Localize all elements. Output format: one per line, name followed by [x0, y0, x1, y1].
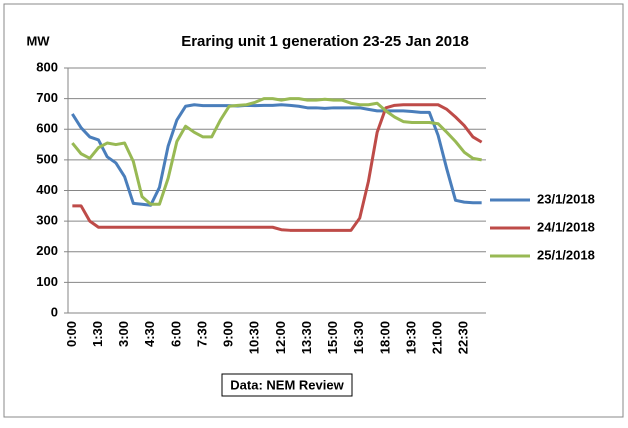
y-tick-label: 700 [36, 90, 58, 105]
chart-title: Eraring unit 1 generation 23-25 Jan 2018 [181, 33, 469, 50]
x-tick-label: 15:00 [325, 321, 340, 354]
x-tick-label: 13:30 [299, 321, 314, 354]
x-tick-label: 6:00 [168, 321, 183, 347]
y-tick-label: 0 [51, 304, 58, 319]
y-tick-label: 200 [36, 243, 58, 258]
legend-label: 25/1/2018 [537, 247, 595, 262]
x-tick-label: 21:00 [430, 321, 445, 354]
x-tick-label: 1:30 [90, 321, 105, 347]
x-tick-label: 12:00 [273, 321, 288, 354]
frame [3, 3, 624, 418]
series-line [71, 97, 482, 206]
x-tick-label: 9:00 [221, 321, 236, 347]
y-tick-label: 500 [36, 151, 58, 166]
legend-label: 23/1/2018 [537, 191, 595, 206]
x-tick-label: 16:30 [351, 321, 366, 354]
y-tick-label: 300 [36, 213, 58, 228]
x-tick-label: 22:30 [456, 321, 471, 354]
y-tick-label: 600 [36, 121, 58, 136]
y-tick-label: 100 [36, 274, 58, 289]
x-tick-label: 0:00 [64, 321, 79, 347]
y-tick-label: 400 [36, 182, 58, 197]
x-tick-label: 7:30 [194, 321, 209, 347]
annotation: Data: NEM Review [230, 377, 344, 392]
series-line [72, 103, 483, 232]
x-tick-label: 10:30 [247, 321, 262, 354]
legend-label: 24/1/2018 [537, 219, 595, 234]
x-tick-label: 19:30 [403, 321, 418, 354]
x-tick-label: 3:00 [116, 321, 131, 347]
y-tick-label: 800 [36, 59, 58, 74]
series-line [71, 103, 482, 207]
x-tick-label: 4:30 [142, 321, 157, 347]
y-axis-label: MW [26, 33, 50, 48]
annotation-box [221, 373, 353, 397]
x-tick-label: 18:00 [377, 321, 392, 354]
